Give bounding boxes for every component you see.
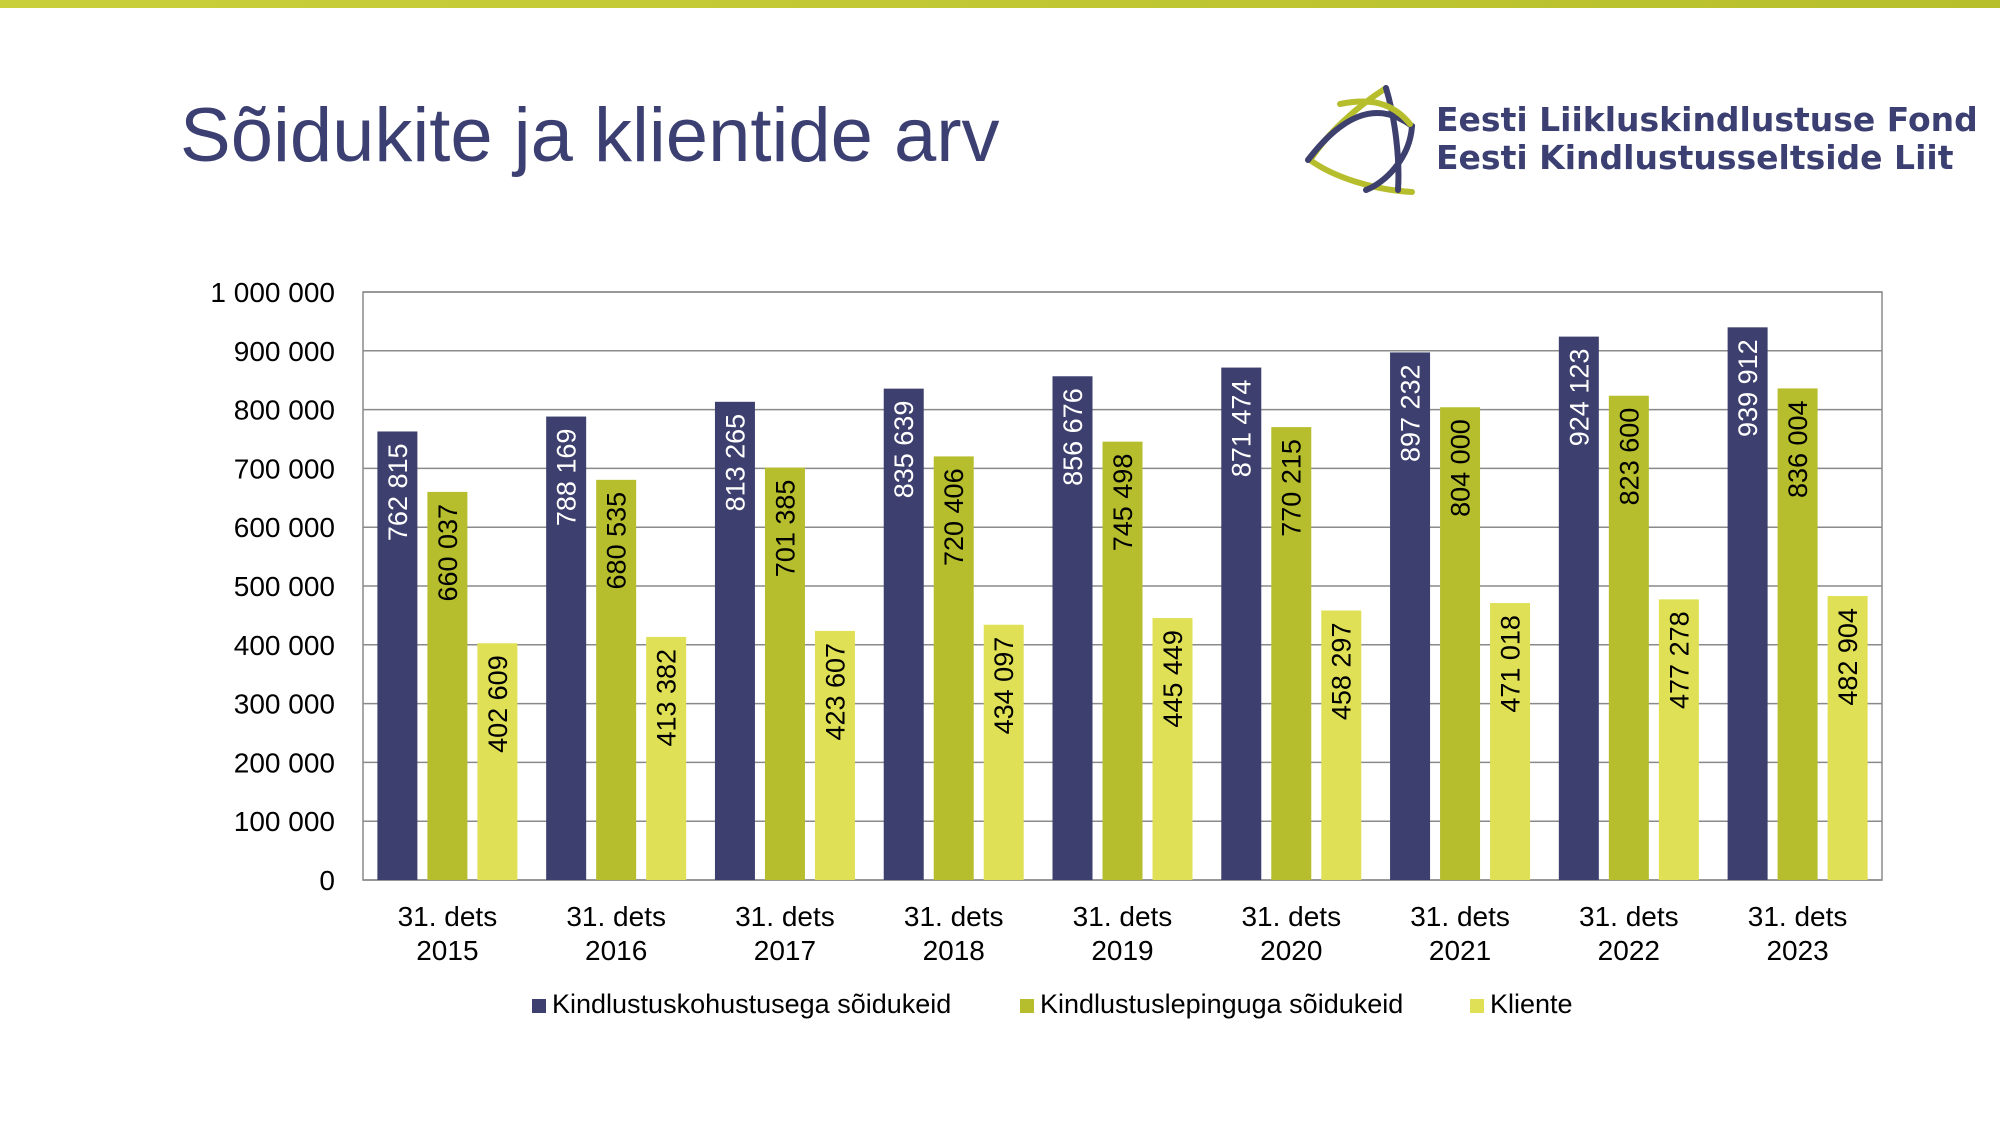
y-tick-label: 900 000 bbox=[234, 336, 335, 367]
x-tick-label: 2015 bbox=[416, 935, 478, 966]
data-label: 434 097 bbox=[989, 637, 1019, 735]
bar bbox=[1052, 376, 1093, 880]
bar bbox=[1390, 352, 1431, 880]
bar bbox=[814, 630, 855, 880]
bar bbox=[1827, 596, 1868, 880]
y-tick-label: 400 000 bbox=[234, 630, 335, 661]
data-label: 770 215 bbox=[1277, 439, 1307, 537]
bar bbox=[983, 624, 1024, 880]
data-label: 482 904 bbox=[1833, 608, 1863, 706]
data-label: 413 382 bbox=[652, 649, 682, 747]
x-tick-label: 2021 bbox=[1429, 935, 1491, 966]
logo-line-2: Eesti Kindlustusseltside Liit bbox=[1436, 138, 1954, 177]
data-label: 745 498 bbox=[1108, 454, 1138, 552]
bar bbox=[1608, 395, 1649, 880]
y-tick-label: 700 000 bbox=[234, 453, 335, 484]
data-label: 423 607 bbox=[820, 643, 850, 741]
x-tick-label: 2018 bbox=[923, 935, 985, 966]
data-label: 813 265 bbox=[720, 414, 750, 512]
bar bbox=[477, 643, 518, 880]
x-tick-label: 31. dets bbox=[1579, 901, 1679, 932]
x-tick-label: 31. dets bbox=[1410, 901, 1510, 932]
data-label: 836 004 bbox=[1783, 400, 1813, 498]
bar bbox=[1221, 367, 1262, 880]
y-tick-label: 800 000 bbox=[234, 395, 335, 426]
page-title: Sõidukite ja klientide arv bbox=[180, 93, 1000, 178]
bar bbox=[1102, 441, 1143, 880]
legend-swatch bbox=[1020, 999, 1034, 1013]
bar bbox=[714, 401, 755, 880]
data-label: 804 000 bbox=[1446, 419, 1476, 517]
bar bbox=[1152, 618, 1193, 880]
x-tick-label: 31. dets bbox=[1748, 901, 1848, 932]
y-tick-label: 100 000 bbox=[234, 806, 335, 837]
data-label: 477 278 bbox=[1664, 611, 1694, 709]
bar bbox=[646, 636, 687, 880]
legend-label: Kindlustuslepinguga sõidukeid bbox=[1040, 989, 1403, 1019]
bar bbox=[546, 416, 587, 880]
x-tick-label: 2016 bbox=[585, 935, 647, 966]
bar bbox=[596, 479, 637, 880]
y-tick-label: 1 000 000 bbox=[210, 277, 335, 308]
data-label: 445 449 bbox=[1158, 630, 1188, 728]
bar bbox=[883, 388, 924, 880]
x-tick-label: 31. dets bbox=[735, 901, 835, 932]
logo-text: Eesti Liikluskindlustuse Fond Eesti Kind… bbox=[1436, 101, 1978, 177]
bar bbox=[1727, 327, 1768, 880]
x-tick-label: 2023 bbox=[1766, 935, 1828, 966]
x-tick-label: 2019 bbox=[1091, 935, 1153, 966]
data-label: 458 297 bbox=[1327, 623, 1357, 721]
data-label: 856 676 bbox=[1058, 388, 1088, 486]
bar bbox=[1490, 603, 1531, 880]
y-tick-label: 600 000 bbox=[234, 512, 335, 543]
logo-mark-icon bbox=[1305, 85, 1416, 195]
legend-label: Kindlustuskohustusega sõidukeid bbox=[552, 989, 951, 1019]
data-label: 788 169 bbox=[552, 429, 582, 527]
bar bbox=[1558, 336, 1599, 880]
data-label: 835 639 bbox=[889, 401, 919, 499]
data-label: 701 385 bbox=[770, 480, 800, 578]
data-label: 897 232 bbox=[1396, 364, 1426, 462]
logo-line-1: Eesti Liikluskindlustuse Fond bbox=[1436, 100, 1978, 139]
y-tick-label: 300 000 bbox=[234, 689, 335, 720]
data-label: 823 600 bbox=[1614, 408, 1644, 506]
y-tick-label: 200 000 bbox=[234, 747, 335, 778]
x-tick-label: 31. dets bbox=[1241, 901, 1341, 932]
logo: Eesti Liikluskindlustuse Fond Eesti Kind… bbox=[1300, 78, 1978, 198]
top-accent-bar bbox=[0, 0, 2000, 8]
bar bbox=[1271, 427, 1312, 880]
data-label: 939 912 bbox=[1733, 339, 1763, 437]
data-label: 924 123 bbox=[1564, 349, 1594, 447]
x-tick-label: 2022 bbox=[1598, 935, 1660, 966]
bar bbox=[377, 431, 418, 880]
bar bbox=[1321, 610, 1362, 880]
legend-swatch bbox=[1470, 999, 1484, 1013]
y-tick-label: 0 bbox=[319, 865, 335, 896]
bar bbox=[933, 456, 974, 880]
x-tick-label: 31. dets bbox=[904, 901, 1004, 932]
x-tick-label: 2017 bbox=[754, 935, 816, 966]
data-label: 720 406 bbox=[939, 468, 969, 566]
legend-swatch bbox=[532, 999, 546, 1013]
data-label: 402 609 bbox=[483, 655, 513, 753]
data-label: 680 535 bbox=[602, 492, 632, 590]
bar bbox=[1777, 388, 1818, 880]
x-tick-label: 31. dets bbox=[1073, 901, 1173, 932]
data-label: 660 037 bbox=[433, 504, 463, 602]
bar bbox=[1658, 599, 1699, 880]
data-label: 871 474 bbox=[1227, 380, 1257, 478]
y-tick-label: 500 000 bbox=[234, 571, 335, 602]
data-label: 762 815 bbox=[383, 443, 413, 541]
x-tick-label: 31. dets bbox=[566, 901, 666, 932]
x-tick-label: 2020 bbox=[1260, 935, 1322, 966]
bar bbox=[427, 491, 468, 880]
data-label: 471 018 bbox=[1496, 615, 1526, 713]
bar bbox=[764, 467, 805, 880]
legend-label: Kliente bbox=[1490, 989, 1573, 1019]
x-tick-label: 31. dets bbox=[398, 901, 498, 932]
bar bbox=[1440, 407, 1481, 880]
